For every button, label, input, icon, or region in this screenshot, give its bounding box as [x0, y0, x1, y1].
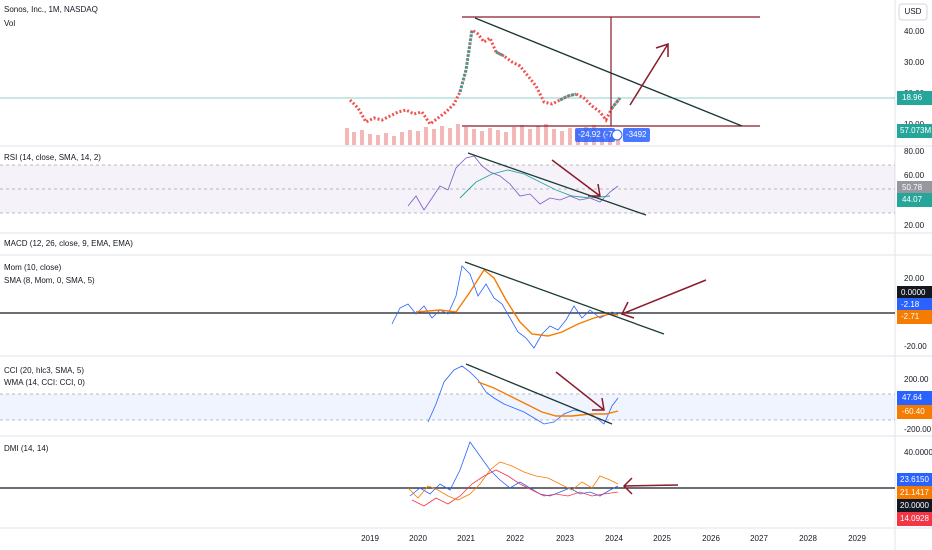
arrow — [629, 42, 669, 106]
volume-label: Vol — [4, 19, 15, 28]
arrow — [555, 371, 605, 411]
year-label: 2020 — [409, 534, 427, 543]
price-badge — [897, 91, 932, 105]
pane-title: DMI (14, 14) — [4, 444, 49, 453]
mom-badge — [897, 298, 932, 312]
measure-box — [623, 128, 650, 142]
year-label: 2026 — [702, 534, 720, 543]
pane-subtitle: SMA (8, Mom, 0, SMA, 5) — [4, 276, 95, 285]
rsi-badge — [897, 181, 932, 195]
rsi-tick: 80.00 — [904, 147, 925, 156]
year-label: 2027 — [750, 534, 768, 543]
dmi-minus — [407, 461, 619, 501]
price-badge-text: 18.96 — [902, 93, 923, 102]
trend-line — [467, 152, 647, 216]
mom-badge — [897, 310, 932, 324]
year-label: 2023 — [556, 534, 574, 543]
dmi-badge-text: 21.1417 — [900, 488, 929, 497]
year-label: 2029 — [848, 534, 866, 543]
dmi-badge-text: 23.6150 — [900, 475, 929, 484]
measure-icon — [611, 129, 623, 141]
rsi-sma — [459, 169, 611, 199]
pane-title: RSI (14, close, SMA, 14, 2) — [4, 153, 101, 162]
mom-badge-text: 0.0000 — [901, 288, 926, 297]
rsi-badge-text: 50.78 — [902, 183, 923, 192]
mom-sma — [415, 268, 619, 337]
trend-line — [464, 261, 665, 335]
year-label: 2024 — [605, 534, 623, 543]
cci-badge — [897, 405, 932, 419]
cci-band — [0, 394, 895, 420]
pane-subtitle: WMA (14, CCI: CCI, 0) — [4, 378, 85, 387]
trend-line — [474, 17, 743, 127]
mom-badge-text: -2.71 — [901, 312, 920, 321]
price-tick: 30.00 — [904, 58, 925, 67]
dmi-badge — [897, 486, 932, 500]
measure-change: -24.92 (-78 — [578, 130, 618, 139]
cci-badge — [897, 391, 932, 405]
mom-badge-text: -2.18 — [901, 300, 920, 309]
mom-line — [391, 265, 619, 349]
currency-button[interactable] — [898, 3, 928, 21]
dmi-badge — [897, 473, 932, 487]
dmi-adx — [411, 469, 619, 507]
year-label: 2019 — [361, 534, 379, 543]
rsi-line — [407, 155, 619, 211]
dmi-badge-text: 14.0928 — [900, 514, 929, 523]
rsi-badge — [897, 193, 932, 207]
mom-badge — [897, 286, 932, 300]
pane-title: Mom (10, close) — [4, 263, 62, 272]
arrow — [551, 159, 601, 197]
dmi-plus — [409, 441, 619, 497]
time-axis: 2019 2020 2021 2022 2023 2024 2025 2026 … — [361, 534, 866, 543]
rsi-tick: 20.00 — [904, 221, 925, 230]
year-label: 2022 — [506, 534, 524, 543]
volume-badge-text: 57.073M — [900, 126, 931, 135]
cci-wma — [477, 381, 619, 417]
mom-tick: 20.00 — [904, 274, 925, 283]
dmi-badge-text: 20.0000 — [900, 501, 929, 510]
dmi-badge — [897, 499, 932, 513]
cci-badge-text: 47.64 — [902, 393, 923, 402]
volume-badge — [897, 124, 932, 138]
pane-title: CCI (20, hlc3, SMA, 5) — [4, 366, 84, 375]
rsi-badge-text: 44.07 — [902, 195, 923, 204]
currency[interactable]: USD — [905, 7, 922, 16]
trend-line — [465, 363, 613, 425]
dmi-tick: 40.0000 — [904, 448, 932, 457]
price-tick: 40.00 — [904, 27, 925, 36]
measure-volume: -3492 — [626, 130, 647, 139]
cci-tick: 200.00 — [904, 375, 929, 384]
price-candles-up — [458, 29, 622, 109]
year-label: 2025 — [653, 534, 671, 543]
pane-title: MACD (12, 26, close, 9, EMA, EMA) — [4, 239, 133, 248]
arrow — [620, 279, 707, 319]
mom-tick: -20.00 — [904, 342, 927, 351]
measure-box — [575, 128, 615, 142]
rsi-tick: 60.00 — [904, 171, 925, 180]
dmi-badge — [897, 512, 932, 526]
cci-tick: -200.00 — [904, 425, 932, 434]
cci-badge-text: -60.40 — [902, 407, 925, 416]
year-label: 2021 — [457, 534, 475, 543]
symbol-title: Sonos, Inc., 1M, NASDAQ — [4, 5, 98, 14]
year-label: 2028 — [799, 534, 817, 543]
arrow — [622, 477, 679, 495]
